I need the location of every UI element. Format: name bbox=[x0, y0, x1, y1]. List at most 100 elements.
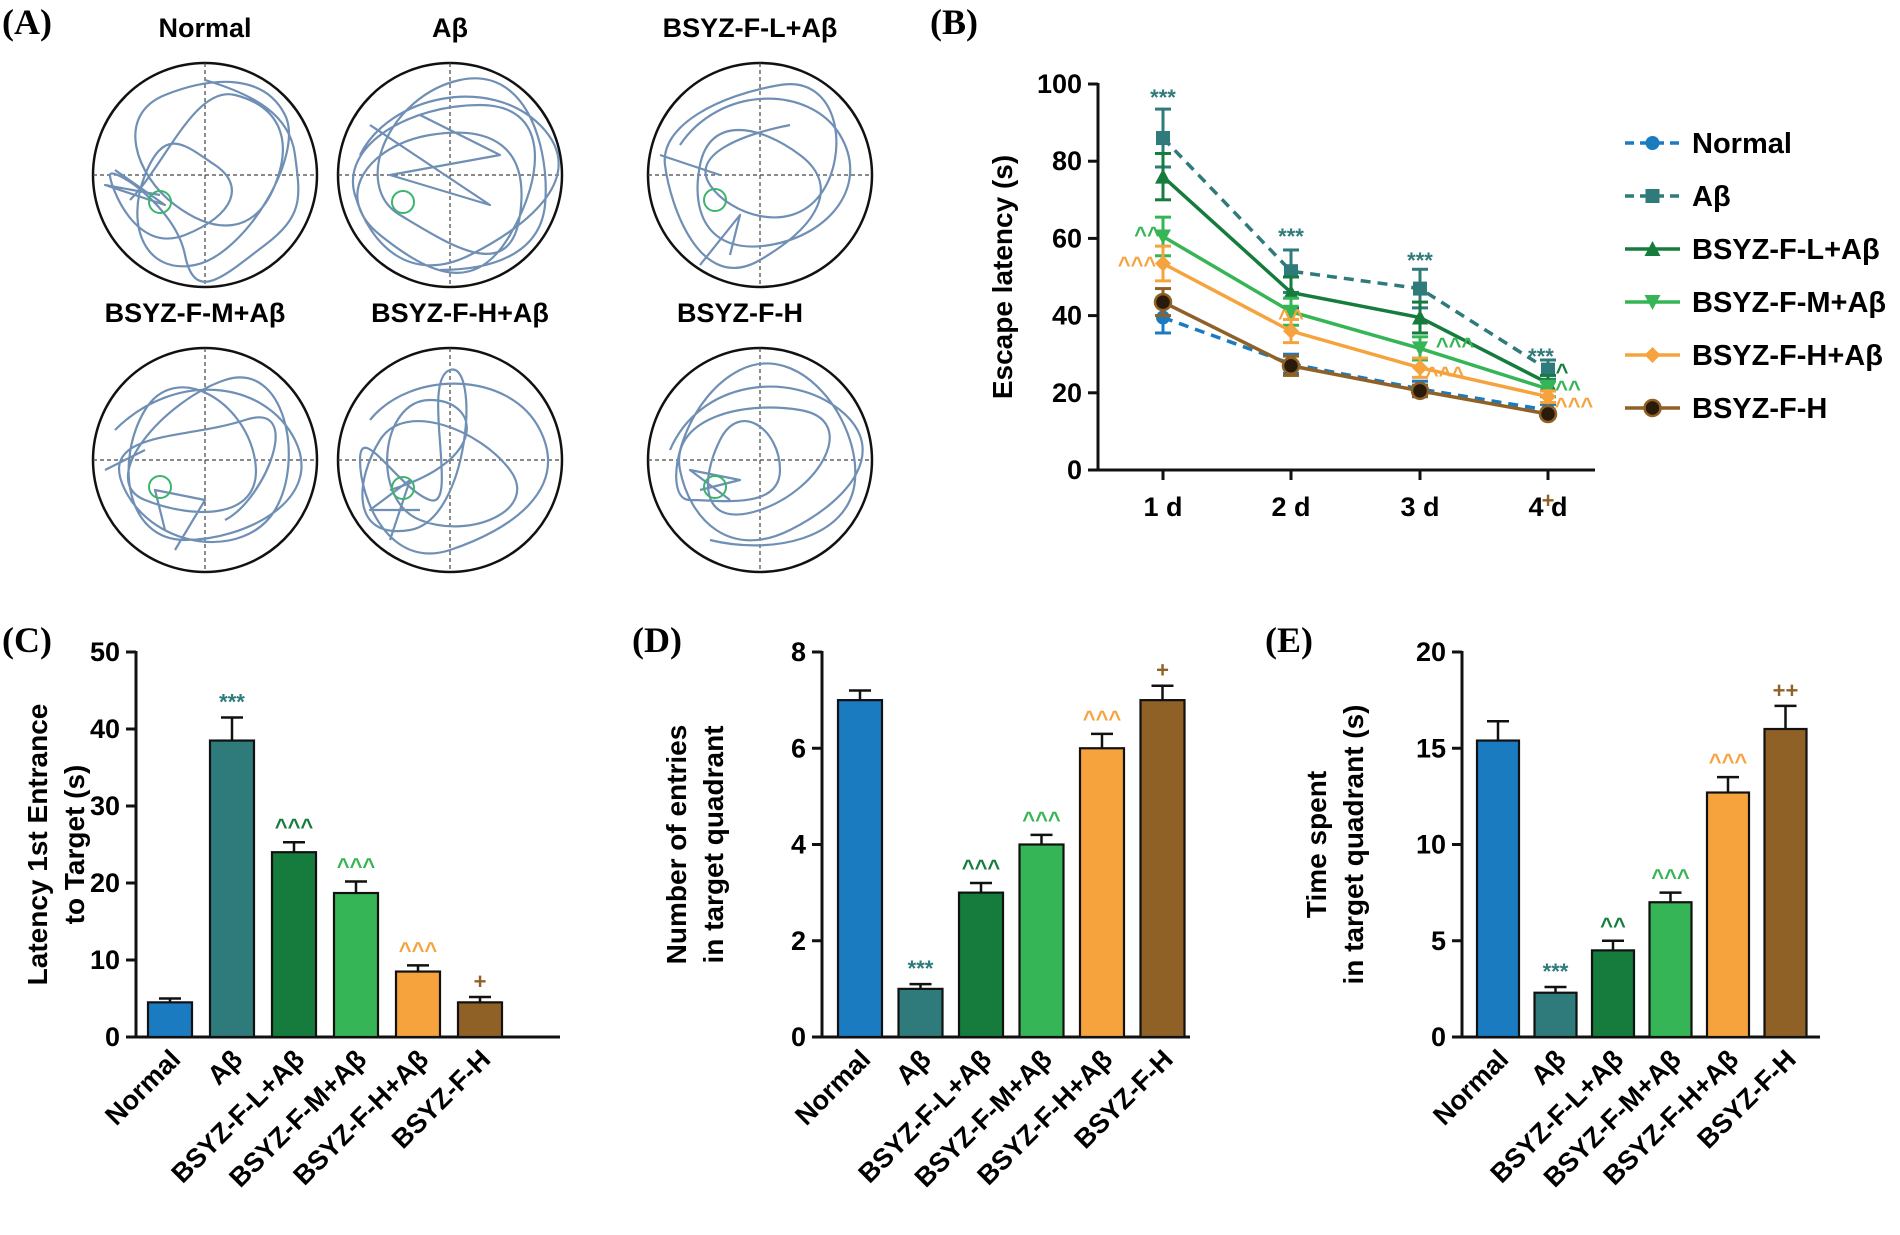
panel-c-label: (C) bbox=[2, 620, 52, 660]
data-point bbox=[1283, 304, 1299, 320]
y-tick-label: 15 bbox=[1416, 733, 1446, 763]
legend-label: BSYZ-F-L+Aβ bbox=[1692, 234, 1880, 266]
significance-mark: *** bbox=[1543, 959, 1569, 984]
legend-item: Aβ bbox=[1625, 181, 1731, 213]
panel-c: (C) 0 10 20 30 40 50 Latency 1st Entrance to Ta… bbox=[2, 620, 560, 1193]
bar bbox=[146, 1001, 194, 1039]
y-tick-label: 30 bbox=[90, 791, 120, 821]
line-chart-escape-latency: 0 20 40 60 80 100 1 d 2 d 3 d 4 d Escape latency (… bbox=[987, 69, 1886, 522]
series-0 bbox=[1155, 300, 1556, 418]
y-tick-label: 6 bbox=[791, 733, 806, 763]
data-point bbox=[1281, 356, 1301, 376]
platform-target bbox=[703, 475, 727, 499]
bar bbox=[270, 851, 318, 1039]
significance-mark: ^^^ bbox=[337, 853, 376, 878]
series-line bbox=[1162, 261, 1549, 399]
y-tick-label: 10 bbox=[90, 945, 120, 975]
y-tick-label: 0 bbox=[105, 1022, 120, 1052]
bar bbox=[1139, 699, 1186, 1039]
panel-a-label: (A) bbox=[2, 2, 52, 42]
bar bbox=[1533, 991, 1578, 1039]
significance-mark: ^^^ bbox=[1709, 749, 1748, 774]
bar bbox=[394, 970, 442, 1039]
data-point bbox=[1538, 404, 1558, 424]
series-line bbox=[1161, 136, 1549, 372]
data-point bbox=[1643, 398, 1662, 418]
data-point bbox=[1644, 347, 1661, 363]
series-line bbox=[1162, 300, 1549, 416]
maze-bsyz-f-l: BSYZ-F-L+Aβ bbox=[646, 13, 874, 289]
data-point bbox=[1156, 131, 1170, 146]
maze-title: BSYZ-F-H bbox=[677, 298, 803, 328]
legend-label: BSYZ-F-H bbox=[1692, 393, 1827, 425]
x-tick-label: 1 d bbox=[1143, 492, 1182, 522]
y-tick-label: 10 bbox=[1416, 830, 1446, 860]
significance-mark: ^^^ bbox=[1426, 362, 1465, 387]
series-5 bbox=[1153, 287, 1558, 424]
x-category-label: Aβ bbox=[890, 1044, 937, 1091]
significance-mark: ^^^ bbox=[1022, 807, 1061, 832]
y-tick-label: 40 bbox=[1052, 301, 1082, 331]
panel-b-label: (B) bbox=[930, 2, 978, 42]
maze-normal: Normal bbox=[91, 13, 319, 289]
swim-path bbox=[358, 368, 550, 555]
bar bbox=[1648, 901, 1693, 1039]
significance-mark: *** bbox=[1407, 248, 1433, 273]
bar bbox=[332, 891, 380, 1039]
y-tick-label: 0 bbox=[791, 1022, 806, 1052]
bar-chart-time-spent: 0 5 10 15 20 Time spent in target quadrant (s)… bbox=[1301, 637, 1820, 1193]
y-axis-label: in target quadrant (s) bbox=[1338, 704, 1369, 984]
significance-mark: ^^^ bbox=[399, 937, 438, 962]
series-line bbox=[1162, 234, 1549, 391]
maze-bsyz-f-h: BSYZ-F-H bbox=[646, 298, 874, 574]
y-axis-label: Latency 1st Entrance bbox=[22, 704, 53, 986]
platform-target bbox=[391, 476, 415, 500]
bar bbox=[1475, 739, 1521, 1039]
bar bbox=[208, 739, 256, 1039]
y-tick-label: 50 bbox=[90, 637, 120, 667]
platform-target bbox=[148, 190, 172, 214]
platform-target bbox=[703, 188, 727, 212]
data-point bbox=[1412, 341, 1428, 357]
data-point bbox=[1153, 292, 1173, 312]
swim-path bbox=[104, 376, 303, 551]
y-axis-label: in target quadrant bbox=[698, 725, 729, 963]
y-axis-label: Escape latency (s) bbox=[987, 155, 1018, 399]
bar bbox=[1018, 843, 1065, 1039]
significance-mark: + bbox=[1542, 488, 1555, 513]
bar bbox=[897, 987, 944, 1039]
legend-label: Normal bbox=[1692, 128, 1792, 160]
y-tick-label: 0 bbox=[1431, 1022, 1446, 1052]
x-category-label: Aβ bbox=[1525, 1044, 1572, 1091]
legend-item: Normal bbox=[1625, 128, 1792, 160]
maze-title: BSYZ-F-M+Aβ bbox=[105, 298, 286, 328]
significance-mark: ^^^ bbox=[1436, 333, 1475, 358]
significance-mark: ^^ bbox=[1600, 913, 1626, 938]
significance-mark: *** bbox=[908, 956, 934, 981]
x-tick-label: 3 d bbox=[1400, 492, 1439, 522]
x-tick-label: 2 d bbox=[1271, 492, 1310, 522]
legend-label: BSYZ-F-M+Aβ bbox=[1692, 287, 1886, 319]
data-point bbox=[1541, 362, 1555, 377]
data-point bbox=[1283, 284, 1299, 300]
data-point bbox=[1413, 281, 1427, 296]
platform-target bbox=[148, 475, 172, 499]
significance-mark: *** bbox=[1278, 224, 1304, 249]
bar bbox=[1590, 949, 1636, 1039]
data-point bbox=[1412, 359, 1428, 376]
y-tick-label: 2 bbox=[791, 926, 806, 956]
bar bbox=[1078, 747, 1126, 1039]
y-tick-label: 0 bbox=[1067, 455, 1082, 485]
maze-title: Normal bbox=[158, 13, 251, 43]
maze-title: BSYZ-F-L+Aβ bbox=[663, 13, 838, 43]
significance-mark: ^^^ bbox=[1118, 252, 1157, 277]
bar bbox=[1763, 727, 1808, 1039]
swim-path bbox=[659, 83, 852, 269]
y-tick-label: 40 bbox=[90, 714, 120, 744]
data-point bbox=[1410, 381, 1430, 401]
maze-abeta: Aβ bbox=[336, 13, 564, 289]
legend-item: BSYZ-F-H+Aβ bbox=[1625, 340, 1883, 372]
series-2 bbox=[1155, 151, 1556, 393]
y-tick-label: 20 bbox=[90, 868, 120, 898]
